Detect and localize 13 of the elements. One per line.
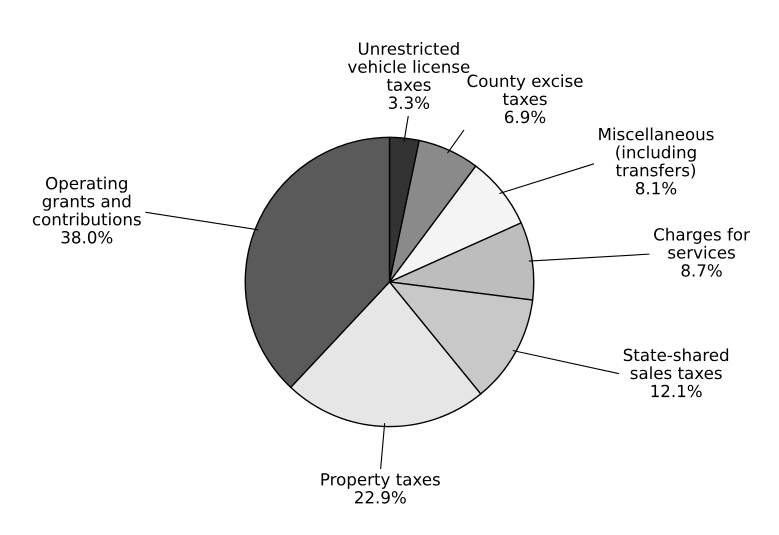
data-label: 8.7% bbox=[682, 264, 722, 277]
data-label: 22.9% bbox=[355, 491, 406, 504]
slice-label: Operating grants and contributions bbox=[32, 176, 141, 226]
slice-label: Miscellaneous (including transfers) bbox=[599, 128, 714, 178]
slice-label: Property taxes bbox=[322, 473, 440, 489]
data-label: 38.0% bbox=[62, 230, 112, 244]
slice-label: County excise taxes bbox=[467, 74, 583, 106]
data-label: 6.9% bbox=[505, 110, 546, 124]
data-label: 8.1% bbox=[636, 182, 676, 195]
slice-label: State-shared sales taxes bbox=[624, 348, 728, 380]
slice-label: Charges for services bbox=[654, 228, 750, 259]
data-label: 3.3% bbox=[388, 96, 430, 110]
data-label: 12.1% bbox=[652, 384, 702, 398]
